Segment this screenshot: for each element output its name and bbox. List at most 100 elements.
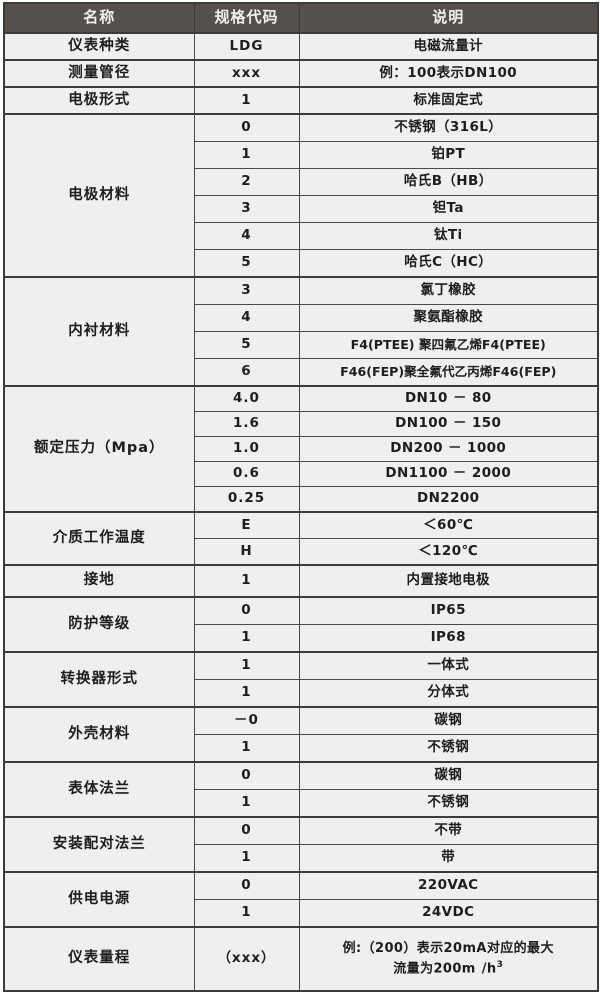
specification-code-table: 名称 规格代码 说明 仪表种类 LDG 电磁流量计 测量管径 xxx 例：100…: [3, 2, 599, 992]
row-code: E: [193, 511, 300, 539]
row-code: 1: [193, 899, 300, 928]
table-row: 1 分体式: [4, 679, 599, 708]
row-code: 0: [193, 761, 300, 790]
row-code: 5: [193, 331, 300, 359]
row-code: 6: [193, 358, 300, 387]
range-unit: /h: [481, 961, 497, 977]
row-description: 24VDC: [298, 899, 599, 928]
row-description: 电磁流量计: [298, 32, 599, 61]
column-header-code: 规格代码: [193, 2, 300, 34]
table-row: 转换器形式 1 一体式: [3, 651, 599, 708]
header-row: 名称 规格代码 说明: [3, 2, 599, 34]
row-description: 不带: [298, 816, 599, 845]
table-row: 1 带: [4, 844, 599, 873]
table-row: 1 不锈钢: [4, 789, 599, 818]
row-name-electrode-material: 电极材料: [3, 113, 195, 278]
table-row: 4 钛Ti: [4, 222, 599, 250]
row-description: 铂PT: [298, 141, 599, 169]
row-code: －0: [193, 706, 300, 735]
row-description: ＜120℃: [298, 538, 599, 566]
range-unit-exponent: 3: [496, 959, 504, 970]
row-description: 不锈钢: [298, 734, 599, 763]
table-row: 介质工作温度 E ＜60℃: [3, 511, 599, 566]
row-name-instrument-type: 仪表种类: [3, 32, 195, 61]
table-row: 防护等级 0 IP65: [3, 596, 599, 653]
row-code: 1: [193, 141, 300, 169]
row-code: 2: [193, 168, 300, 196]
row-code: 1: [193, 86, 300, 115]
column-header-name: 名称: [3, 2, 195, 34]
row-description: 不锈钢: [298, 789, 599, 818]
row-description: 分体式: [298, 679, 599, 708]
table-row: 仪表量程 （xxx） 例:（200）表示20mA对应的最大 流量为200m/h3: [3, 926, 599, 992]
row-code: 0: [193, 816, 300, 845]
row-description: 哈氏B（HB）: [298, 168, 599, 196]
row-description: DN10 － 80: [298, 385, 599, 412]
range-example-line-1: 例:（200）表示20mA对应的最大: [342, 940, 554, 956]
row-description: 钽Ta: [298, 195, 599, 223]
table-row: 内衬材料 3 氯丁橡胶: [3, 276, 599, 387]
row-code: xxx: [193, 59, 300, 88]
table-row: 安装配对法兰 0 不带: [3, 816, 599, 873]
column-header-description: 说明: [298, 2, 599, 34]
row-name-electrode-form: 电极形式: [3, 86, 195, 115]
row-description: 标准固定式: [298, 86, 599, 115]
row-description: 氯丁橡胶: [298, 276, 599, 305]
row-code: 0.6: [193, 461, 300, 487]
row-code: 1: [193, 679, 300, 708]
table-row: 供电电源 0 220VAC: [3, 871, 599, 928]
table-row: 6 F46(FEP)聚全氟代乙丙烯F46(FEP): [4, 358, 599, 387]
row-code: （xxx）: [193, 926, 300, 992]
row-code: 1.0: [193, 436, 300, 462]
table-row: 表体法兰 0 碳钢: [3, 761, 599, 818]
row-code: 1: [193, 624, 300, 653]
table-row: 1.6 DN100 － 150: [4, 411, 599, 437]
row-description: 不锈钢（316L）: [298, 113, 599, 142]
spec-table-container: 名称 规格代码 说明 仪表种类 LDG 电磁流量计 测量管径 xxx 例：100…: [3, 2, 599, 992]
table-header: 名称 规格代码 说明: [3, 2, 599, 34]
row-description: DN2200: [298, 486, 599, 513]
row-description: 例：100表示DN100: [298, 59, 599, 88]
row-code: 1: [193, 844, 300, 873]
row-name-instrument-range: 仪表量程: [3, 926, 195, 992]
row-code: 0: [193, 871, 300, 900]
row-code: 1.6: [193, 411, 300, 437]
row-code: 4: [193, 222, 300, 250]
row-code: 3: [193, 276, 300, 305]
row-code: 4: [193, 304, 300, 332]
row-name-body-flange: 表体法兰: [3, 761, 195, 818]
row-description: 哈氏C（HC）: [298, 249, 599, 278]
row-description: F46(FEP)聚全氟代乙丙烯F46(FEP): [298, 358, 599, 387]
table-row: 1 不锈钢: [4, 734, 599, 763]
row-name-converter-form: 转换器形式: [3, 651, 195, 708]
row-description: 220VAC: [298, 871, 599, 900]
row-name-power-supply: 供电电源: [3, 871, 195, 928]
range-example-line-2: 流量为200m/h3: [304, 959, 594, 979]
table-row: 额定压力（Mpa） 4.0 DN10 － 80: [3, 385, 599, 513]
row-code: 1: [193, 734, 300, 763]
row-code: 4.0: [193, 385, 300, 412]
row-name-mating-flange: 安装配对法兰: [3, 816, 195, 873]
row-description: 带: [298, 844, 599, 873]
row-description: DN200 － 1000: [298, 436, 599, 462]
table-row: 电极材料 0 不锈钢（316L）: [3, 113, 599, 278]
row-code: 5: [193, 249, 300, 278]
row-code: 0: [193, 596, 300, 625]
row-code: 1: [193, 789, 300, 818]
row-code: 1: [193, 651, 300, 680]
row-code: 0.25: [193, 486, 300, 513]
row-code: LDG: [193, 32, 300, 61]
row-description: ＜60℃: [298, 511, 599, 539]
row-description: 钛Ti: [298, 222, 599, 250]
table-row: 测量管径 xxx 例：100表示DN100: [3, 59, 599, 88]
table-row: 5 哈氏C（HC）: [4, 249, 599, 278]
row-description: 碳钢: [298, 761, 599, 790]
table-row: 5 F4(PTEE) 聚四氟乙烯F4(PTEE): [4, 331, 599, 359]
row-description: 一体式: [298, 651, 599, 680]
table-row: 2 哈氏B（HB）: [4, 168, 599, 196]
row-name-lining-material: 内衬材料: [3, 276, 195, 387]
row-description: 聚氨酯橡胶: [298, 304, 599, 332]
table-row: 仪表种类 LDG 电磁流量计: [3, 32, 599, 61]
row-code: H: [193, 538, 300, 566]
row-description: DN100 － 150: [298, 411, 599, 437]
